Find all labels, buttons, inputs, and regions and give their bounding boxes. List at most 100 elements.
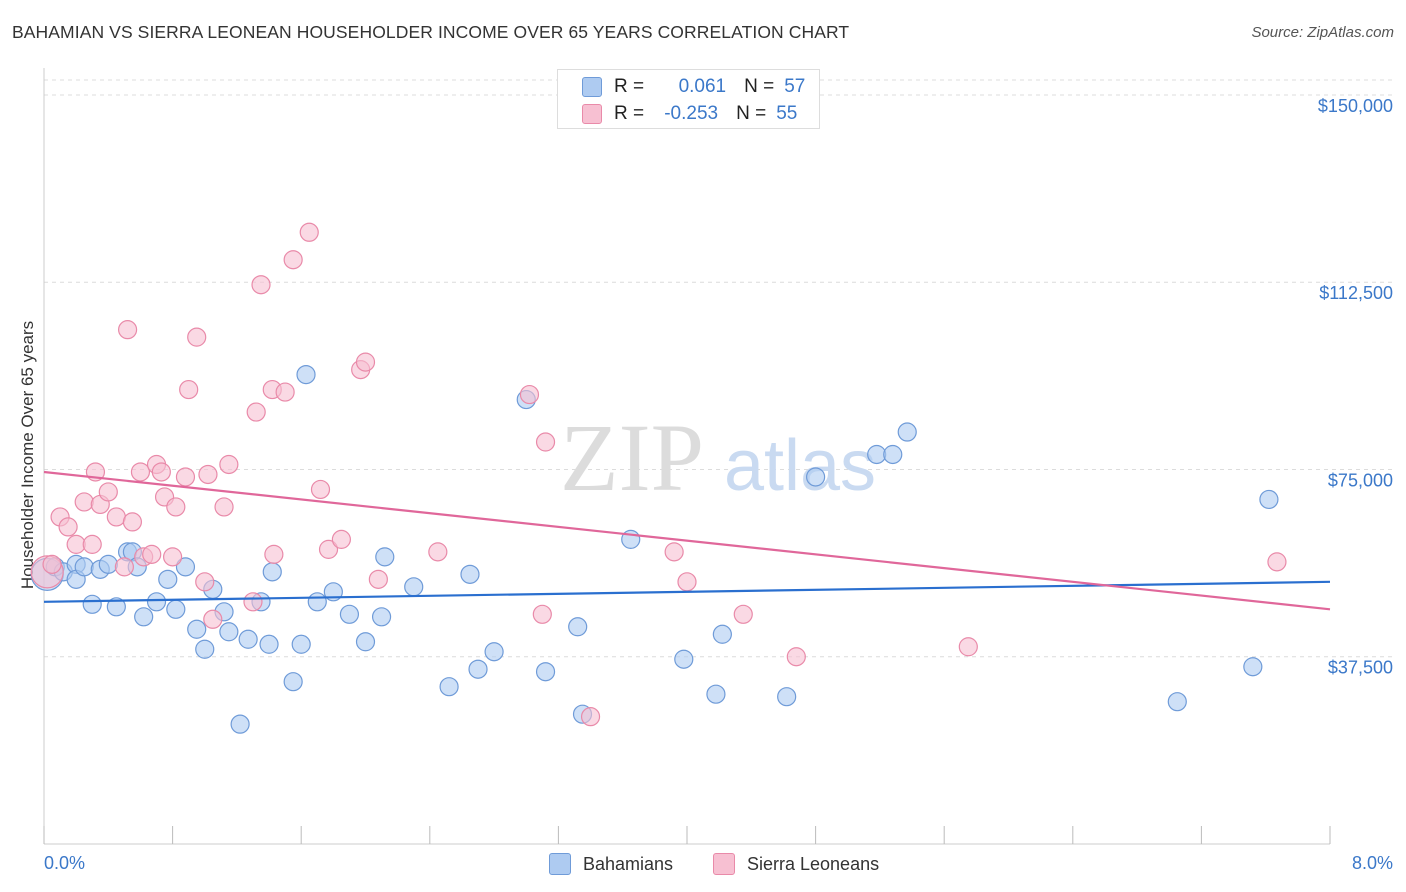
data-points [30, 222, 1287, 734]
n-value: 55 [776, 103, 798, 124]
bahamian-point [1259, 489, 1279, 510]
sierra-leonean-point [310, 479, 331, 500]
sierra-leonean-point [246, 402, 266, 422]
sierra-leonean-point [114, 557, 134, 577]
r-value: -0.253 [664, 103, 719, 124]
sierra-leonean-point [142, 544, 162, 564]
stats-row-bahamians: R = 0.061 N = 57 [582, 75, 805, 99]
sierra-leonean-point [275, 382, 295, 402]
sierra-leonean-point [42, 554, 62, 574]
sierra-leonean-point [179, 379, 199, 400]
sierra-leonean-point [74, 492, 94, 512]
sierra-leonean-point [195, 572, 215, 592]
sierra-leonean-point [219, 454, 239, 475]
bahamian-point [439, 677, 459, 697]
watermark-atlas: atlas [724, 426, 876, 506]
sierra-leonean-point [98, 482, 118, 502]
n-label: N = [744, 76, 775, 97]
r-value: 0.061 [678, 76, 727, 97]
y-tick-label: $37,500 [1328, 658, 1393, 678]
bahamian-point [355, 632, 376, 652]
r-label: R = [614, 103, 645, 124]
bahamian-point [712, 624, 732, 644]
bahamian-point [375, 547, 395, 567]
sierra-leonean-point [82, 534, 102, 554]
source-label: Source: ZipAtlas.com [1251, 24, 1394, 41]
legend-item-bahamians[interactable]: Bahamians [549, 852, 673, 876]
bahamian-point [82, 594, 102, 614]
bahamian-point [897, 422, 917, 442]
bahamian-point [134, 607, 154, 627]
bahamian-point [468, 659, 488, 679]
trend-lines [43, 470, 1331, 611]
bahamian-point [867, 444, 887, 465]
n-value: 57 [784, 76, 806, 97]
blue-swatch [549, 853, 571, 875]
pink-swatch [582, 104, 602, 124]
bahamian-point [187, 619, 207, 639]
pink-swatch [713, 853, 735, 875]
sierra-leonean-point [283, 250, 303, 270]
sierra-leonean-point [355, 352, 376, 372]
sierra-leonean-point [428, 542, 448, 562]
bahamian-point [259, 634, 279, 654]
bahamian-point [883, 444, 903, 465]
sierra-leonean-point [664, 542, 684, 562]
legend-label: Bahamians [583, 853, 674, 874]
legend-label: Sierra Leoneans [747, 853, 880, 874]
sierra-leonean-point [251, 275, 271, 295]
sierra-leonean-point [733, 604, 753, 624]
sierra-leonean-point [58, 517, 78, 537]
sierra-leonean-point [958, 637, 978, 657]
y-tick-label: $75,000 [1328, 470, 1393, 490]
sierra-leonean-point [532, 604, 552, 624]
bahamian-point [238, 629, 258, 649]
bahamian-point [371, 607, 392, 627]
bahamian-point [195, 639, 215, 659]
axes [43, 68, 1331, 845]
bahamian-point [283, 672, 303, 692]
bahamian-point [106, 597, 126, 617]
bahamian-point [805, 467, 826, 487]
bahamian-point [262, 562, 282, 582]
sierra-leonean-point [264, 544, 284, 564]
sierra-leonean-point [122, 512, 143, 532]
sierra-leonean-point [175, 467, 196, 487]
sierra-leonean-trend-line [43, 470, 1331, 611]
bahamian-point [74, 557, 94, 577]
sierra-leonean-point [117, 320, 138, 340]
sierra-leonean-point [331, 529, 351, 549]
legend-item-sierra-leoneans[interactable]: Sierra Leoneans [713, 852, 879, 876]
sierra-leonean-point [66, 534, 86, 554]
x-tick-label: 8.0% [1352, 853, 1393, 873]
sierra-leonean-point [677, 572, 697, 592]
bahamian-point [404, 577, 424, 597]
y-tick-label: $112,500 [1319, 283, 1393, 303]
sierra-leonean-point [198, 464, 218, 485]
gridlines [44, 79, 1396, 658]
bahamian-point [166, 599, 186, 619]
bahamian-point [568, 617, 588, 637]
bahamian-point [175, 557, 196, 577]
bahamian-point [535, 662, 556, 682]
sierra-leonean-point [318, 539, 339, 559]
sierra-leonean-point [166, 497, 186, 517]
bahamian-point [339, 604, 360, 624]
bahamian-point [777, 687, 797, 707]
n-label: N = [736, 103, 767, 124]
sierra-leonean-point [151, 462, 171, 482]
bahamian-point [230, 714, 250, 734]
sierra-leonean-point [368, 569, 388, 589]
bahamian-point [146, 592, 167, 612]
bahamian-point [1243, 657, 1263, 677]
sierra-leonean-point [1267, 552, 1287, 572]
sierra-leonean-point [203, 609, 223, 629]
bahamian-point [158, 569, 178, 589]
sierra-leonean-point [580, 707, 601, 727]
sierra-leonean-point [786, 647, 806, 667]
bahamian-point [460, 564, 480, 584]
sierra-leonean-point [106, 507, 126, 527]
watermark-zip: ZIP [560, 404, 704, 511]
bahamian-point [291, 634, 311, 654]
chart-title: BAHAMIAN VS SIERRA LEONEAN HOUSEHOLDER I… [12, 22, 850, 42]
